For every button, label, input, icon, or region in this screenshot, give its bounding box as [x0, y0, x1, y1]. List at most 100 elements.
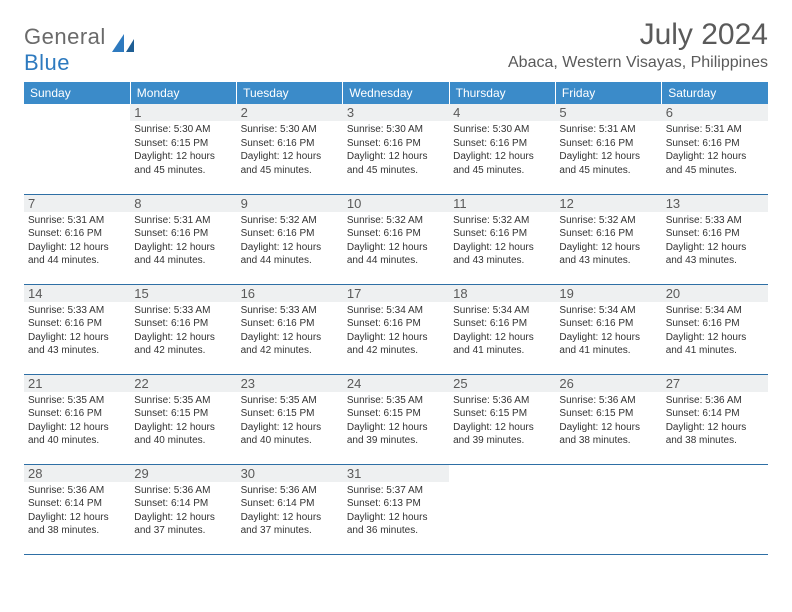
- sunset-text: Sunset: 6:16 PM: [347, 317, 445, 331]
- day-number: 14: [24, 285, 130, 302]
- calendar-cell: 5Sunrise: 5:31 AMSunset: 6:16 PMDaylight…: [555, 104, 661, 194]
- calendar-week-row: 1Sunrise: 5:30 AMSunset: 6:15 PMDaylight…: [24, 104, 768, 194]
- sunrise-text: Sunrise: 5:33 AM: [28, 304, 126, 318]
- day-number: 30: [237, 465, 343, 482]
- day-number: 20: [662, 285, 768, 302]
- sunset-text: Sunset: 6:16 PM: [453, 317, 551, 331]
- day-info: Sunrise: 5:33 AMSunset: 6:16 PMDaylight:…: [666, 214, 764, 268]
- weekday-wednesday: Wednesday: [343, 82, 449, 104]
- day-info: Sunrise: 5:36 AMSunset: 6:14 PMDaylight:…: [666, 394, 764, 448]
- sunset-text: Sunset: 6:15 PM: [134, 137, 232, 151]
- sunset-text: Sunset: 6:16 PM: [559, 137, 657, 151]
- day-info: Sunrise: 5:36 AMSunset: 6:14 PMDaylight:…: [241, 484, 339, 538]
- day-info: Sunrise: 5:31 AMSunset: 6:16 PMDaylight:…: [134, 214, 232, 268]
- calendar-cell: [555, 464, 661, 554]
- sunrise-text: Sunrise: 5:34 AM: [453, 304, 551, 318]
- day-number: 16: [237, 285, 343, 302]
- day-number: 11: [449, 195, 555, 212]
- day-info: Sunrise: 5:35 AMSunset: 6:15 PMDaylight:…: [347, 394, 445, 448]
- calendar-cell: 28Sunrise: 5:36 AMSunset: 6:14 PMDayligh…: [24, 464, 130, 554]
- weekday-friday: Friday: [555, 82, 661, 104]
- calendar-cell: 11 Sunrise: 5:32 AMSunset: 6:16 PMDayligh…: [449, 194, 555, 284]
- daylight-text: Daylight: 12 hours and 38 minutes.: [28, 511, 126, 538]
- day-info: Sunrise: 5:30 AMSunset: 6:16 PMDaylight:…: [453, 123, 551, 177]
- day-number: 17: [343, 285, 449, 302]
- daylight-text: Daylight: 12 hours and 45 minutes.: [666, 150, 764, 177]
- daylight-text: Daylight: 12 hours and 42 minutes.: [241, 331, 339, 358]
- sunset-text: Sunset: 6:15 PM: [347, 407, 445, 421]
- day-info: Sunrise: 5:30 AMSunset: 6:16 PMDaylight:…: [347, 123, 445, 177]
- day-info: Sunrise: 5:34 AMSunset: 6:16 PMDaylight:…: [347, 304, 445, 358]
- day-number: 23: [237, 375, 343, 392]
- day-info: Sunrise: 5:32 AMSunset: 6:16 PMDaylight:…: [453, 214, 551, 268]
- day-number: 19: [555, 285, 661, 302]
- sunrise-text: Sunrise: 5:30 AM: [453, 123, 551, 137]
- day-info: Sunrise: 5:35 AMSunset: 6:15 PMDaylight:…: [241, 394, 339, 448]
- daylight-text: Daylight: 12 hours and 44 minutes.: [347, 241, 445, 268]
- calendar-cell: 26Sunrise: 5:36 AMSunset: 6:15 PMDayligh…: [555, 374, 661, 464]
- sunset-text: Sunset: 6:15 PM: [241, 407, 339, 421]
- calendar-cell: 30 Sunrise: 5:36 AMSunset: 6:14 PMDayligh…: [237, 464, 343, 554]
- sunset-text: Sunset: 6:16 PM: [559, 227, 657, 241]
- sunset-text: Sunset: 6:14 PM: [241, 497, 339, 511]
- day-number: 22: [130, 375, 236, 392]
- day-number: 13: [662, 195, 768, 212]
- sunrise-text: Sunrise: 5:32 AM: [241, 214, 339, 228]
- calendar-cell: 31Sunrise: 5:37 AMSunset: 6:13 PMDayligh…: [343, 464, 449, 554]
- day-info: Sunrise: 5:31 AMSunset: 6:16 PMDaylight:…: [559, 123, 657, 177]
- daylight-text: Daylight: 12 hours and 43 minutes.: [559, 241, 657, 268]
- sunset-text: Sunset: 6:14 PM: [134, 497, 232, 511]
- header: General Blue July 2024 Abaca, Western Vi…: [24, 18, 768, 76]
- sunset-text: Sunset: 6:16 PM: [347, 137, 445, 151]
- daylight-text: Daylight: 12 hours and 42 minutes.: [347, 331, 445, 358]
- day-info: Sunrise: 5:36 AMSunset: 6:15 PMDaylight:…: [559, 394, 657, 448]
- day-info: Sunrise: 5:33 AMSunset: 6:16 PMDaylight:…: [241, 304, 339, 358]
- calendar-cell: 13 Sunrise: 5:33 AMSunset: 6:16 PMDayligh…: [662, 194, 768, 284]
- daylight-text: Daylight: 12 hours and 43 minutes.: [666, 241, 764, 268]
- daylight-text: Daylight: 12 hours and 40 minutes.: [134, 421, 232, 448]
- daylight-text: Daylight: 12 hours and 39 minutes.: [453, 421, 551, 448]
- weekday-saturday: Saturday: [662, 82, 768, 104]
- sunrise-text: Sunrise: 5:31 AM: [559, 123, 657, 137]
- day-info: Sunrise: 5:35 AMSunset: 6:15 PMDaylight:…: [134, 394, 232, 448]
- day-info: Sunrise: 5:30 AMSunset: 6:16 PMDaylight:…: [241, 123, 339, 177]
- sunset-text: Sunset: 6:16 PM: [666, 227, 764, 241]
- day-info: Sunrise: 5:31 AMSunset: 6:16 PMDaylight:…: [666, 123, 764, 177]
- calendar-cell: [662, 464, 768, 554]
- calendar-cell: 16 Sunrise: 5:33 AMSunset: 6:16 PMDayligh…: [237, 284, 343, 374]
- sunrise-text: Sunrise: 5:31 AM: [134, 214, 232, 228]
- sunset-text: Sunset: 6:16 PM: [28, 227, 126, 241]
- sunrise-text: Sunrise: 5:34 AM: [559, 304, 657, 318]
- sunrise-text: Sunrise: 5:36 AM: [666, 394, 764, 408]
- calendar-cell: 22 Sunrise: 5:35 AMSunset: 6:15 PMDayligh…: [130, 374, 236, 464]
- calendar-week-row: 14Sunrise: 5:33 AMSunset: 6:16 PMDayligh…: [24, 284, 768, 374]
- day-info: Sunrise: 5:37 AMSunset: 6:13 PMDaylight:…: [347, 484, 445, 538]
- day-info: Sunrise: 5:36 AMSunset: 6:15 PMDaylight:…: [453, 394, 551, 448]
- calendar-body: 1Sunrise: 5:30 AMSunset: 6:15 PMDaylight…: [24, 104, 768, 554]
- daylight-text: Daylight: 12 hours and 41 minutes.: [453, 331, 551, 358]
- sunset-text: Sunset: 6:15 PM: [559, 407, 657, 421]
- logo-word-blue: Blue: [24, 50, 70, 75]
- sunset-text: Sunset: 6:16 PM: [134, 317, 232, 331]
- day-number: 15: [130, 285, 236, 302]
- day-number: 3: [343, 104, 449, 121]
- day-info: Sunrise: 5:33 AMSunset: 6:16 PMDaylight:…: [28, 304, 126, 358]
- sunset-text: Sunset: 6:16 PM: [28, 317, 126, 331]
- sunrise-text: Sunrise: 5:32 AM: [559, 214, 657, 228]
- day-number: 21: [24, 375, 130, 392]
- day-info: Sunrise: 5:35 AMSunset: 6:16 PMDaylight:…: [28, 394, 126, 448]
- weekday-tuesday: Tuesday: [237, 82, 343, 104]
- location-text: Abaca, Western Visayas, Philippines: [508, 54, 768, 72]
- daylight-text: Daylight: 12 hours and 40 minutes.: [241, 421, 339, 448]
- sunrise-text: Sunrise: 5:35 AM: [241, 394, 339, 408]
- day-info: Sunrise: 5:33 AMSunset: 6:16 PMDaylight:…: [134, 304, 232, 358]
- daylight-text: Daylight: 12 hours and 43 minutes.: [28, 331, 126, 358]
- sunset-text: Sunset: 6:16 PM: [28, 407, 126, 421]
- sunrise-text: Sunrise: 5:33 AM: [134, 304, 232, 318]
- sunrise-text: Sunrise: 5:30 AM: [347, 123, 445, 137]
- calendar-cell: 23 Sunrise: 5:35 AMSunset: 6:15 PMDayligh…: [237, 374, 343, 464]
- sunset-text: Sunset: 6:14 PM: [666, 407, 764, 421]
- day-number: 4: [449, 104, 555, 121]
- sunrise-text: Sunrise: 5:36 AM: [134, 484, 232, 498]
- day-number: 24: [343, 375, 449, 392]
